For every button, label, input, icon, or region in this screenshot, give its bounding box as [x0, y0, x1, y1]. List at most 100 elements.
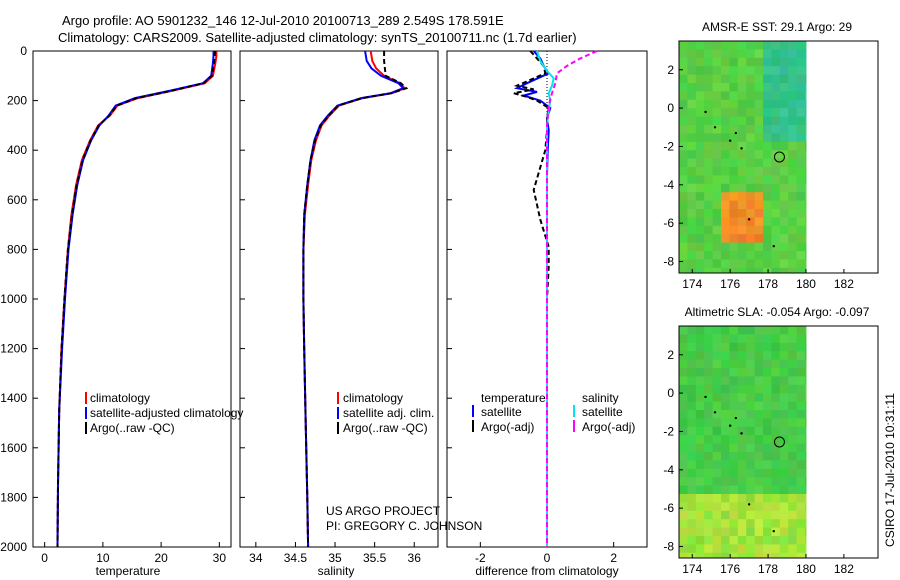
map-cell	[712, 66, 722, 76]
map-cell	[754, 376, 764, 386]
y-tick-label: 200	[7, 94, 27, 108]
y-tick-label: 0	[20, 44, 27, 58]
salinity-xlabel: salinity	[318, 564, 355, 578]
map-cell	[771, 401, 781, 411]
map-cell	[737, 502, 747, 512]
map-cell	[788, 552, 798, 559]
map-cell	[771, 359, 781, 369]
map-cell	[796, 242, 806, 252]
legend-label-satellite-adj: satellite adj. clim.	[343, 406, 434, 420]
map-cell	[721, 536, 730, 545]
map-cell	[695, 259, 705, 269]
map-cell	[805, 108, 807, 118]
map-cell	[779, 443, 789, 453]
map-cell	[687, 175, 697, 185]
map-cell	[796, 452, 806, 461]
map-cell	[805, 91, 807, 101]
series-line-satellite-adjusted-climatology	[56, 51, 215, 548]
map-cell	[721, 209, 730, 218]
island-dot	[728, 424, 732, 427]
map-cell	[754, 74, 764, 84]
map-cell	[754, 41, 764, 50]
map-cell	[695, 267, 705, 274]
map-cell	[737, 393, 747, 403]
map-cell	[695, 544, 705, 554]
map-cell	[754, 326, 764, 335]
salinity-panel: 34 34.5 35 35.5 36 salinity climatology sate…	[239, 50, 482, 578]
map-cell	[788, 544, 798, 554]
map-cell	[729, 435, 739, 445]
map-cell	[737, 167, 747, 176]
map-cell	[695, 116, 705, 126]
map-cell	[687, 510, 697, 520]
map-cell	[805, 116, 807, 126]
map-cell	[704, 527, 714, 537]
map-cell	[721, 242, 730, 252]
map-cell	[704, 494, 714, 503]
x-tick-label: 35	[328, 551, 342, 565]
map-cell	[754, 418, 764, 428]
map-cell	[754, 259, 764, 269]
x-tick-label: 0	[41, 551, 48, 565]
map-cell	[712, 502, 722, 512]
map-cell	[729, 494, 739, 503]
map-cell	[721, 183, 730, 193]
map-cell	[737, 410, 747, 419]
map-cell	[771, 426, 781, 436]
map-cell	[763, 342, 772, 352]
map-cell	[721, 259, 730, 269]
map-cell	[763, 502, 772, 512]
map-cell	[763, 66, 772, 76]
map-cell	[721, 175, 730, 185]
map-cell	[779, 209, 789, 218]
map-cell	[796, 326, 806, 335]
map-cell	[704, 485, 714, 495]
map-cell	[721, 452, 730, 461]
map-cell	[687, 519, 697, 529]
map-cell	[779, 183, 789, 193]
map-cell	[737, 544, 747, 554]
map-cell	[729, 443, 739, 453]
map-cell	[763, 418, 772, 428]
island-dot	[772, 244, 775, 248]
map-cell	[746, 435, 756, 445]
map-cell	[796, 251, 806, 260]
map-cell	[729, 158, 739, 168]
map-cell	[704, 99, 714, 109]
map-cell	[788, 209, 798, 218]
map-cell	[737, 494, 747, 503]
map-cell	[679, 175, 688, 185]
map-cell	[704, 141, 714, 151]
map-cell	[763, 359, 772, 369]
map-cell	[679, 426, 688, 436]
map-cell	[729, 200, 739, 210]
map-cell	[679, 200, 688, 210]
map-cell	[779, 175, 789, 185]
map-cell	[805, 66, 807, 76]
map-cell	[704, 342, 714, 352]
map-cell	[771, 418, 781, 428]
map-cell	[737, 477, 747, 487]
map-cell	[771, 108, 781, 118]
map-cell	[687, 502, 697, 512]
map-cell	[729, 452, 739, 461]
map-cell	[679, 393, 688, 403]
map-cell	[695, 99, 705, 109]
map-cell	[687, 99, 697, 109]
map-cell	[788, 167, 798, 176]
map-cell	[737, 376, 747, 386]
map-cell	[712, 401, 722, 411]
map-cell	[737, 175, 747, 185]
legend-header-salinity: salinity	[582, 391, 619, 405]
map-cell	[687, 108, 697, 118]
map-cell	[695, 477, 705, 487]
map-cell	[796, 234, 806, 244]
map-cell	[754, 384, 764, 394]
map-cell	[796, 108, 806, 118]
map-cell	[763, 376, 772, 386]
map-cell	[712, 41, 722, 50]
map-cell	[704, 435, 714, 445]
map-cell	[729, 83, 739, 92]
map-cell	[796, 192, 806, 202]
map-cell	[687, 125, 697, 134]
